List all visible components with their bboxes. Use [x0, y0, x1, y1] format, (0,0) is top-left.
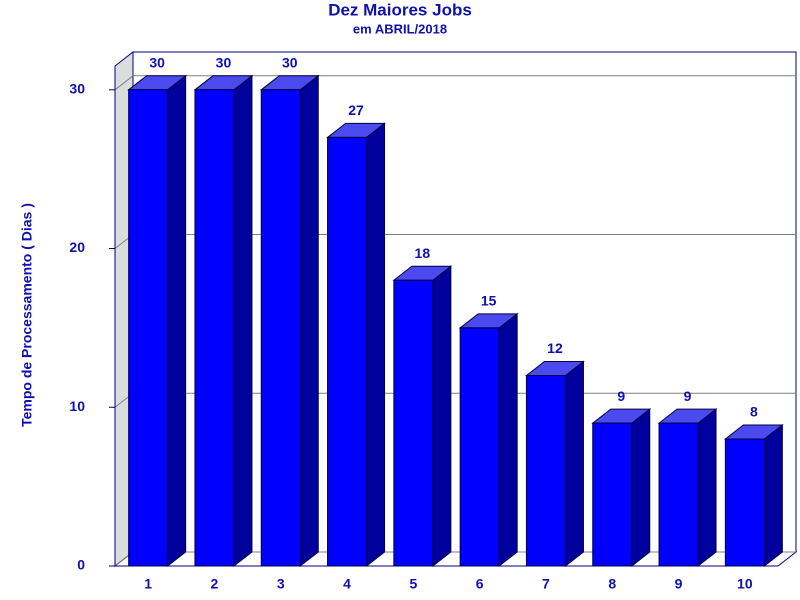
- x-tick-label: 8: [608, 576, 616, 592]
- data-label: 9: [684, 388, 692, 404]
- bar: [392, 265, 453, 568]
- bar-side: [631, 408, 651, 568]
- data-label: 27: [348, 102, 364, 118]
- x-tick-label: 4: [343, 576, 351, 592]
- bar-side: [432, 265, 452, 568]
- bar: [524, 360, 585, 568]
- bar: [723, 423, 784, 568]
- data-label: 9: [617, 388, 625, 404]
- data-label: 30: [282, 55, 298, 71]
- bar-side: [167, 74, 187, 568]
- bar: [591, 408, 652, 568]
- bar-front: [525, 375, 566, 567]
- bar-side: [697, 408, 717, 568]
- x-tick-label: 2: [211, 576, 219, 592]
- bar-front: [459, 327, 500, 567]
- x-tick-label: 6: [476, 576, 484, 592]
- bar-front: [724, 438, 765, 567]
- y-tick-label: 20: [69, 239, 85, 255]
- bar-side: [763, 423, 783, 568]
- data-label: 8: [750, 404, 758, 420]
- chart-title: Dez Maiores Jobs: [328, 0, 472, 19]
- bar-side: [366, 122, 386, 568]
- grid-line: [114, 75, 796, 91]
- bar: [326, 122, 387, 568]
- bar: [657, 408, 718, 568]
- data-label: 15: [481, 293, 497, 309]
- bar-front: [260, 89, 301, 567]
- x-tick-label: 1: [144, 576, 152, 592]
- bar: [193, 74, 254, 568]
- bar: [259, 74, 320, 568]
- x-tick-label: 9: [675, 576, 683, 592]
- bar-side: [498, 312, 518, 568]
- bar-front: [128, 89, 169, 567]
- y-tick-label: 10: [69, 398, 85, 414]
- y-tick-label: 30: [69, 81, 85, 97]
- bar-front: [327, 136, 368, 567]
- y-axis-label: Tempo de Processamento ( Dias ): [19, 203, 35, 427]
- x-tick-label: 3: [277, 576, 285, 592]
- bar-front: [194, 89, 235, 567]
- bar-front: [592, 422, 633, 567]
- bar-front: [393, 279, 434, 567]
- data-label: 30: [216, 55, 232, 71]
- x-tick-label: 10: [737, 576, 753, 592]
- bar-side: [233, 74, 253, 568]
- bar-side: [564, 360, 584, 568]
- chart-subtitle: em ABRIL/2018: [353, 21, 447, 36]
- data-label: 12: [547, 340, 563, 356]
- y-tick-label: 0: [77, 557, 85, 573]
- x-tick-label: 7: [542, 576, 550, 592]
- data-label: 30: [149, 55, 165, 71]
- bar: [458, 312, 519, 568]
- bar: [127, 74, 188, 568]
- data-label: 18: [415, 245, 431, 261]
- x-tick-label: 5: [409, 576, 417, 592]
- bar-front: [658, 422, 699, 567]
- bar-side: [299, 74, 319, 568]
